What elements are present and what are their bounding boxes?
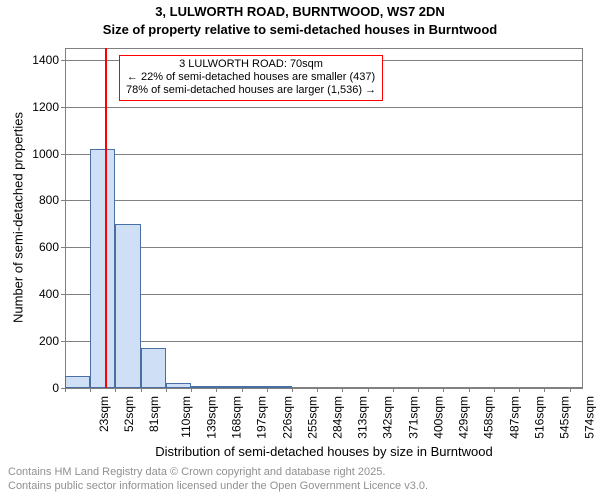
y-tick-label: 400 xyxy=(39,287,59,301)
y-axis-label: Number of semi-detached properties xyxy=(11,48,26,388)
x-tick-mark xyxy=(368,388,369,392)
histogram-bar xyxy=(141,348,166,388)
x-tick-mark xyxy=(216,388,217,392)
chart-container: 3, LULWORTH ROAD, BURNTWOOD, WS7 2DN Siz… xyxy=(0,0,600,500)
y-tick-mark xyxy=(61,294,65,295)
annotation-box: 3 LULWORTH ROAD: 70sqm← 22% of semi-deta… xyxy=(119,55,383,101)
x-tick-label: 23sqm xyxy=(97,396,111,432)
x-tick-mark xyxy=(242,388,243,392)
y-tick-mark xyxy=(61,200,65,201)
x-tick-mark xyxy=(544,388,545,392)
x-tick-mark xyxy=(90,388,91,392)
x-tick-label: 429sqm xyxy=(457,396,471,439)
y-tick-mark xyxy=(61,107,65,108)
x-tick-label: 342sqm xyxy=(381,396,395,439)
x-tick-label: 168sqm xyxy=(230,396,244,439)
histogram-bar xyxy=(90,149,115,388)
x-tick-label: 255sqm xyxy=(306,396,320,439)
x-tick-label: 313sqm xyxy=(356,396,370,439)
x-tick-mark xyxy=(469,388,470,392)
x-tick-label: 139sqm xyxy=(205,396,219,439)
annotation-line: ← 22% of semi-detached houses are smalle… xyxy=(126,71,376,84)
footer-line-1: Contains HM Land Registry data © Crown c… xyxy=(8,466,385,479)
x-tick-mark xyxy=(65,388,66,392)
x-tick-mark xyxy=(267,388,268,392)
x-tick-label: 284sqm xyxy=(331,396,345,439)
x-tick-label: 371sqm xyxy=(406,396,420,439)
x-tick-mark xyxy=(342,388,343,392)
x-tick-mark xyxy=(418,388,419,392)
x-tick-label: 197sqm xyxy=(255,396,269,439)
x-tick-mark xyxy=(443,388,444,392)
y-tick-mark xyxy=(61,247,65,248)
x-tick-label: 52sqm xyxy=(122,396,136,432)
x-tick-mark xyxy=(570,388,571,392)
histogram-bar xyxy=(191,386,216,388)
x-tick-mark xyxy=(317,388,318,392)
y-tick-label: 600 xyxy=(39,240,59,254)
gridline xyxy=(65,200,583,201)
x-axis-label: Distribution of semi-detached houses by … xyxy=(65,444,583,459)
y-tick-label: 0 xyxy=(52,381,59,395)
gridline xyxy=(65,388,583,389)
y-tick-label: 1400 xyxy=(32,53,59,67)
x-tick-label: 487sqm xyxy=(507,396,521,439)
x-tick-label: 110sqm xyxy=(178,396,192,438)
histogram-bar xyxy=(267,386,292,388)
footer-line-2: Contains public sector information licen… xyxy=(8,480,428,493)
y-tick-label: 1200 xyxy=(32,100,59,114)
x-tick-mark xyxy=(494,388,495,392)
y-tick-mark xyxy=(61,341,65,342)
x-tick-label: 516sqm xyxy=(533,396,547,439)
x-tick-mark xyxy=(191,388,192,392)
marker-line xyxy=(105,48,107,388)
plot-area: 020040060080010001200140023sqm52sqm81sqm… xyxy=(65,48,583,388)
chart-subtitle: Size of property relative to semi-detach… xyxy=(0,22,600,37)
gridline xyxy=(65,341,583,342)
histogram-bar xyxy=(216,386,241,388)
annotation-line: 3 LULWORTH ROAD: 70sqm xyxy=(126,58,376,71)
x-tick-mark xyxy=(519,388,520,392)
gridline xyxy=(65,107,583,108)
gridline xyxy=(65,154,583,155)
y-tick-label: 800 xyxy=(39,193,59,207)
x-tick-mark xyxy=(393,388,394,392)
y-tick-mark xyxy=(61,154,65,155)
histogram-bar xyxy=(242,386,267,388)
gridline xyxy=(65,247,583,248)
x-tick-mark xyxy=(166,388,167,392)
histogram-bar xyxy=(115,224,140,388)
x-tick-label: 226sqm xyxy=(280,396,294,439)
x-tick-label: 81sqm xyxy=(147,396,161,432)
x-tick-mark xyxy=(115,388,116,392)
y-tick-label: 1000 xyxy=(32,147,59,161)
chart-title: 3, LULWORTH ROAD, BURNTWOOD, WS7 2DN xyxy=(0,4,600,19)
x-tick-mark xyxy=(141,388,142,392)
x-tick-label: 458sqm xyxy=(482,396,496,439)
x-tick-mark xyxy=(292,388,293,392)
annotation-line: 78% of semi-detached houses are larger (… xyxy=(126,84,376,97)
x-tick-label: 545sqm xyxy=(558,396,572,439)
gridline xyxy=(65,294,583,295)
x-tick-label: 400sqm xyxy=(432,396,446,439)
histogram-bar xyxy=(166,383,191,388)
histogram-bar xyxy=(65,376,90,388)
y-tick-label: 200 xyxy=(39,334,59,348)
y-tick-mark xyxy=(61,60,65,61)
x-tick-label: 574sqm xyxy=(583,396,597,439)
